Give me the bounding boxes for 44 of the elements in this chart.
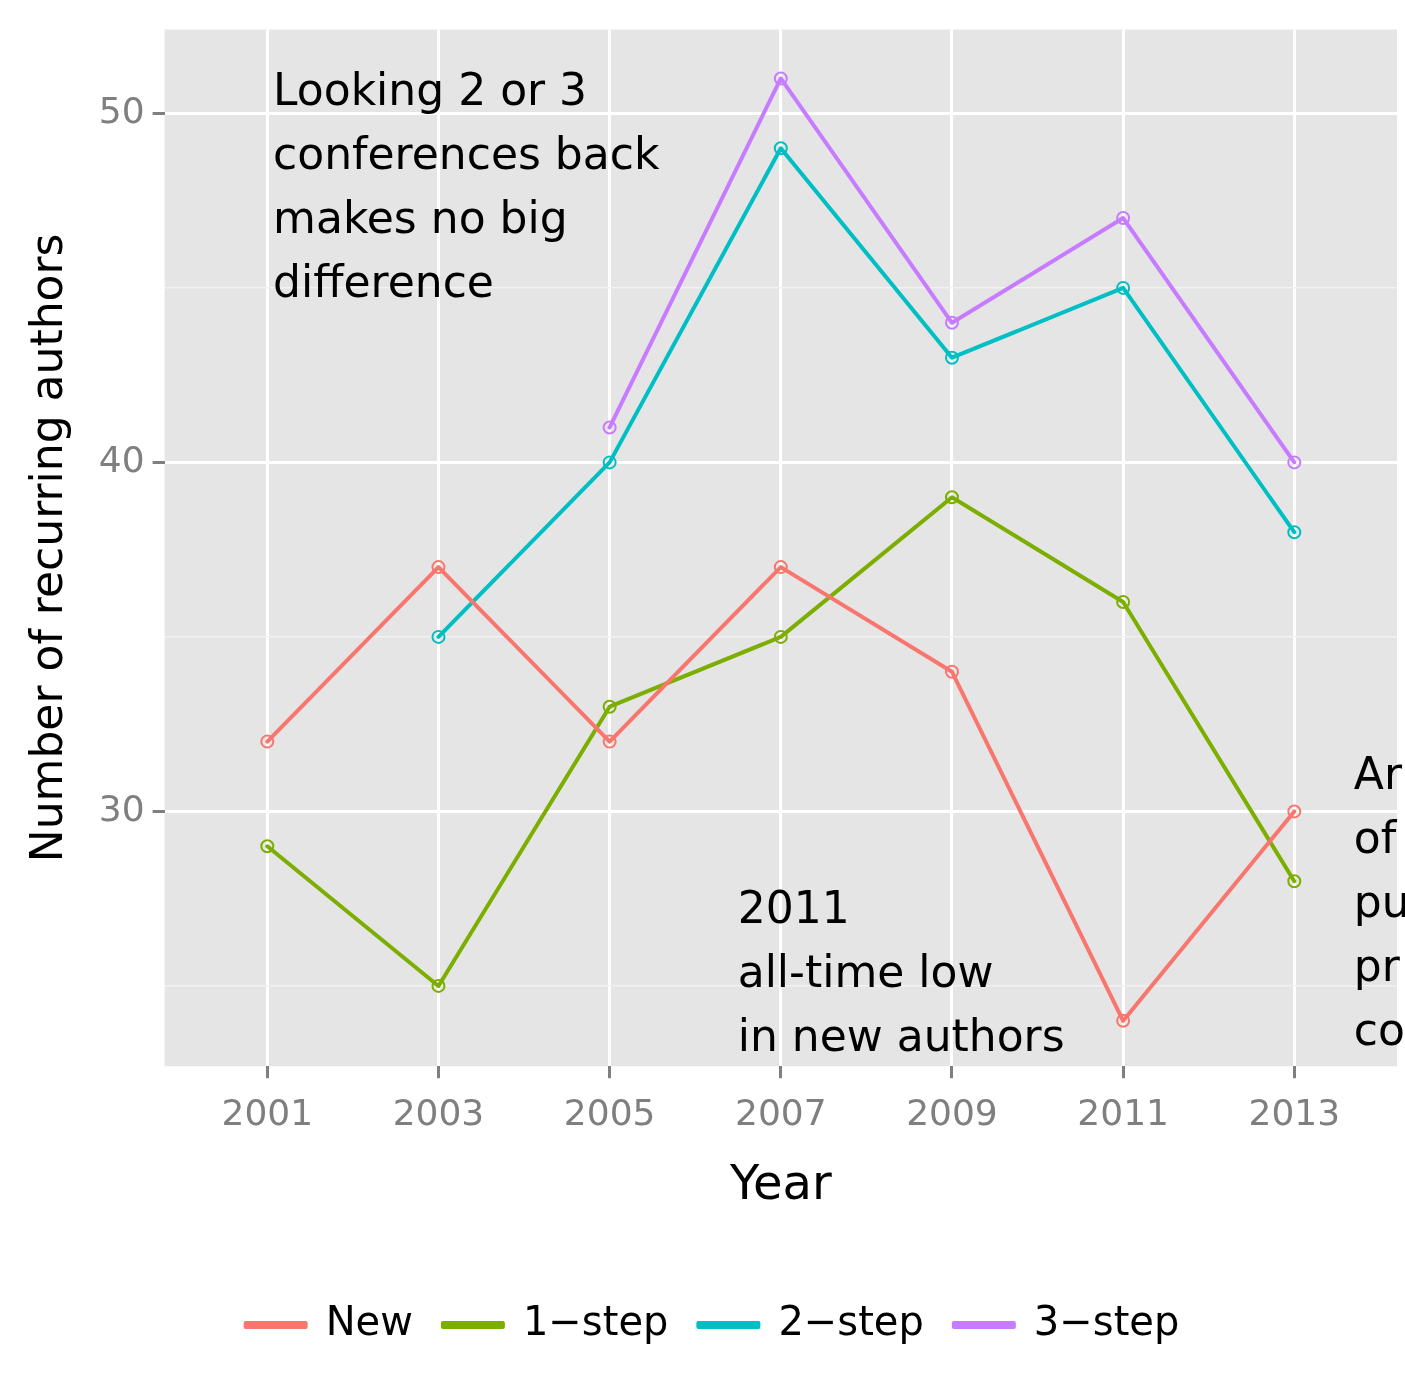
y-axis-title: Number of recurring authors: [20, 233, 72, 863]
point: [1287, 455, 1302, 470]
legend-label: 2−step: [778, 1298, 924, 1345]
point: [773, 141, 788, 156]
point: [431, 978, 446, 993]
x-tick-label: 2011: [1077, 1092, 1169, 1134]
point: [1116, 1013, 1131, 1028]
legend-label: 1−step: [522, 1298, 669, 1345]
point: [944, 350, 959, 365]
annotation: 2011 all-time low in new authors: [737, 882, 1065, 1062]
point: [260, 734, 275, 749]
point: [602, 699, 617, 714]
x-tick-label: 2003: [392, 1092, 485, 1134]
y-tick-label: 40: [98, 438, 145, 480]
y-tick-label: 50: [98, 89, 145, 131]
x-axis-title: Year: [728, 1153, 832, 1210]
point: [773, 560, 788, 575]
x-tick-label: 2009: [906, 1092, 998, 1134]
point: [1116, 211, 1131, 226]
point: [1116, 280, 1131, 295]
x-tick-label: 2001: [221, 1092, 314, 1134]
y-tick-label: 30: [98, 787, 145, 829]
legend-label: New: [325, 1298, 413, 1345]
annotation: Looking 2 or 3 conferences back makes no big difference: [273, 63, 660, 307]
x-tick-label: 2013: [1248, 1092, 1341, 1134]
point: [1287, 804, 1302, 819]
point: [773, 71, 788, 86]
legend-label: 3−step: [1033, 1298, 1180, 1345]
x-tick-label: 2007: [734, 1092, 827, 1134]
point: [1287, 874, 1302, 889]
point: [1116, 595, 1131, 609]
point: [431, 629, 446, 644]
point: [602, 455, 617, 470]
point: [944, 664, 959, 679]
point: [944, 315, 959, 330]
point: [602, 734, 617, 749]
point: [773, 629, 788, 644]
point: [431, 560, 446, 575]
annotation: Ar of pu pr co: [1353, 747, 1405, 1055]
x-tick-label: 2005: [563, 1092, 656, 1134]
point: [944, 490, 959, 505]
point: [260, 839, 275, 854]
point: [1287, 525, 1302, 540]
point: [602, 420, 617, 435]
